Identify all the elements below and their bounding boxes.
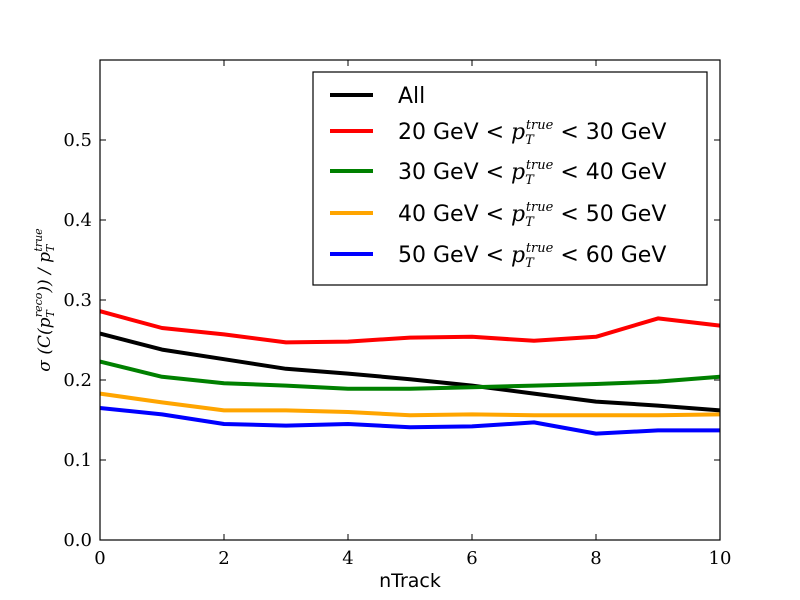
x-tick-label: 8 bbox=[590, 548, 601, 569]
axis-ticks: 0 2 4 6 8 10 0.0 0.1 0.2 0.3 0.4 0.5 bbox=[63, 60, 731, 569]
series-layer bbox=[99, 309, 721, 436]
series-line-2 bbox=[99, 359, 721, 391]
legend-entry-2: 30 GeV < pTtrue < 40 GeV bbox=[398, 158, 666, 188]
x-tick-label: 10 bbox=[709, 548, 732, 569]
x-axis-label: nTrack bbox=[379, 570, 441, 592]
series-line-3 bbox=[99, 391, 721, 418]
y-tick-label: 0.0 bbox=[63, 530, 92, 551]
y-tick-label: 0.4 bbox=[63, 210, 92, 231]
series-line-4 bbox=[99, 406, 720, 436]
y-tick-label: 0.2 bbox=[63, 370, 92, 391]
legend-entry-4: 50 GeV < pTtrue < 60 GeV bbox=[398, 241, 666, 271]
y-tick-label: 0.3 bbox=[63, 290, 92, 311]
x-tick-label: 0 bbox=[94, 548, 105, 569]
y-axis-label: σ (C(pTreco)) / pTtrue bbox=[32, 228, 57, 372]
legend-entry-0: All bbox=[398, 84, 425, 109]
x-tick-label: 4 bbox=[342, 548, 353, 569]
legend-entry-1: 20 GeV < pTtrue < 30 GeV bbox=[398, 118, 666, 148]
legend: All 20 GeV < pTtrue < 30 GeV 30 GeV < pTtr… bbox=[312, 71, 708, 286]
series-line-0 bbox=[99, 331, 721, 413]
legend-entry-3: 40 GeV < pTtrue < 50 GeV bbox=[398, 200, 666, 230]
y-tick-label: 0.5 bbox=[63, 130, 92, 151]
series-line-1 bbox=[99, 309, 721, 345]
x-tick-label: 2 bbox=[218, 548, 229, 569]
y-tick-label: 0.1 bbox=[63, 450, 92, 471]
x-tick-label: 6 bbox=[466, 548, 477, 569]
legend-box bbox=[312, 71, 708, 286]
